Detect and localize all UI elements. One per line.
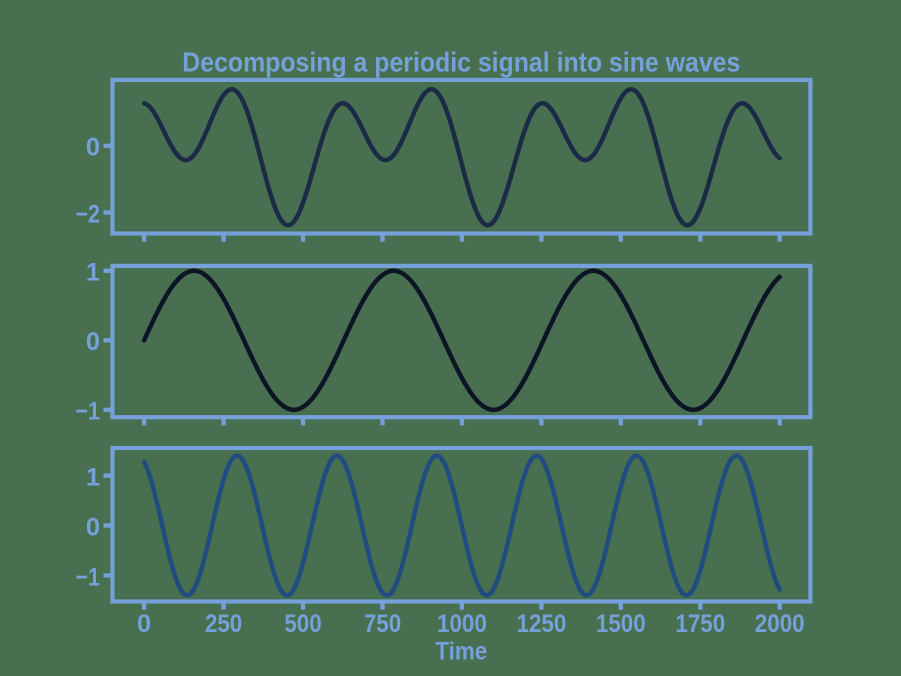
svg-text:250: 250 [205,610,242,638]
svg-text:0: 0 [86,134,100,162]
svg-text:0: 0 [137,610,151,638]
svg-text:1750: 1750 [675,610,725,638]
svg-text:−2: −2 [76,200,101,228]
svg-text:2000: 2000 [755,610,805,638]
svg-text:0: 0 [86,328,100,356]
svg-text:Decomposing a periodic signal: Decomposing a periodic signal into sine … [182,47,740,78]
svg-text:1250: 1250 [517,610,567,638]
svg-text:750: 750 [364,610,401,638]
svg-text:−1: −1 [76,563,101,591]
svg-text:0: 0 [86,513,100,541]
svg-text:1500: 1500 [596,610,646,638]
svg-text:−1: −1 [76,398,101,426]
svg-text:1: 1 [86,259,100,287]
svg-text:1000: 1000 [437,610,487,638]
svg-text:1: 1 [86,464,100,492]
svg-text:Time: Time [435,637,487,665]
svg-text:500: 500 [284,610,321,638]
